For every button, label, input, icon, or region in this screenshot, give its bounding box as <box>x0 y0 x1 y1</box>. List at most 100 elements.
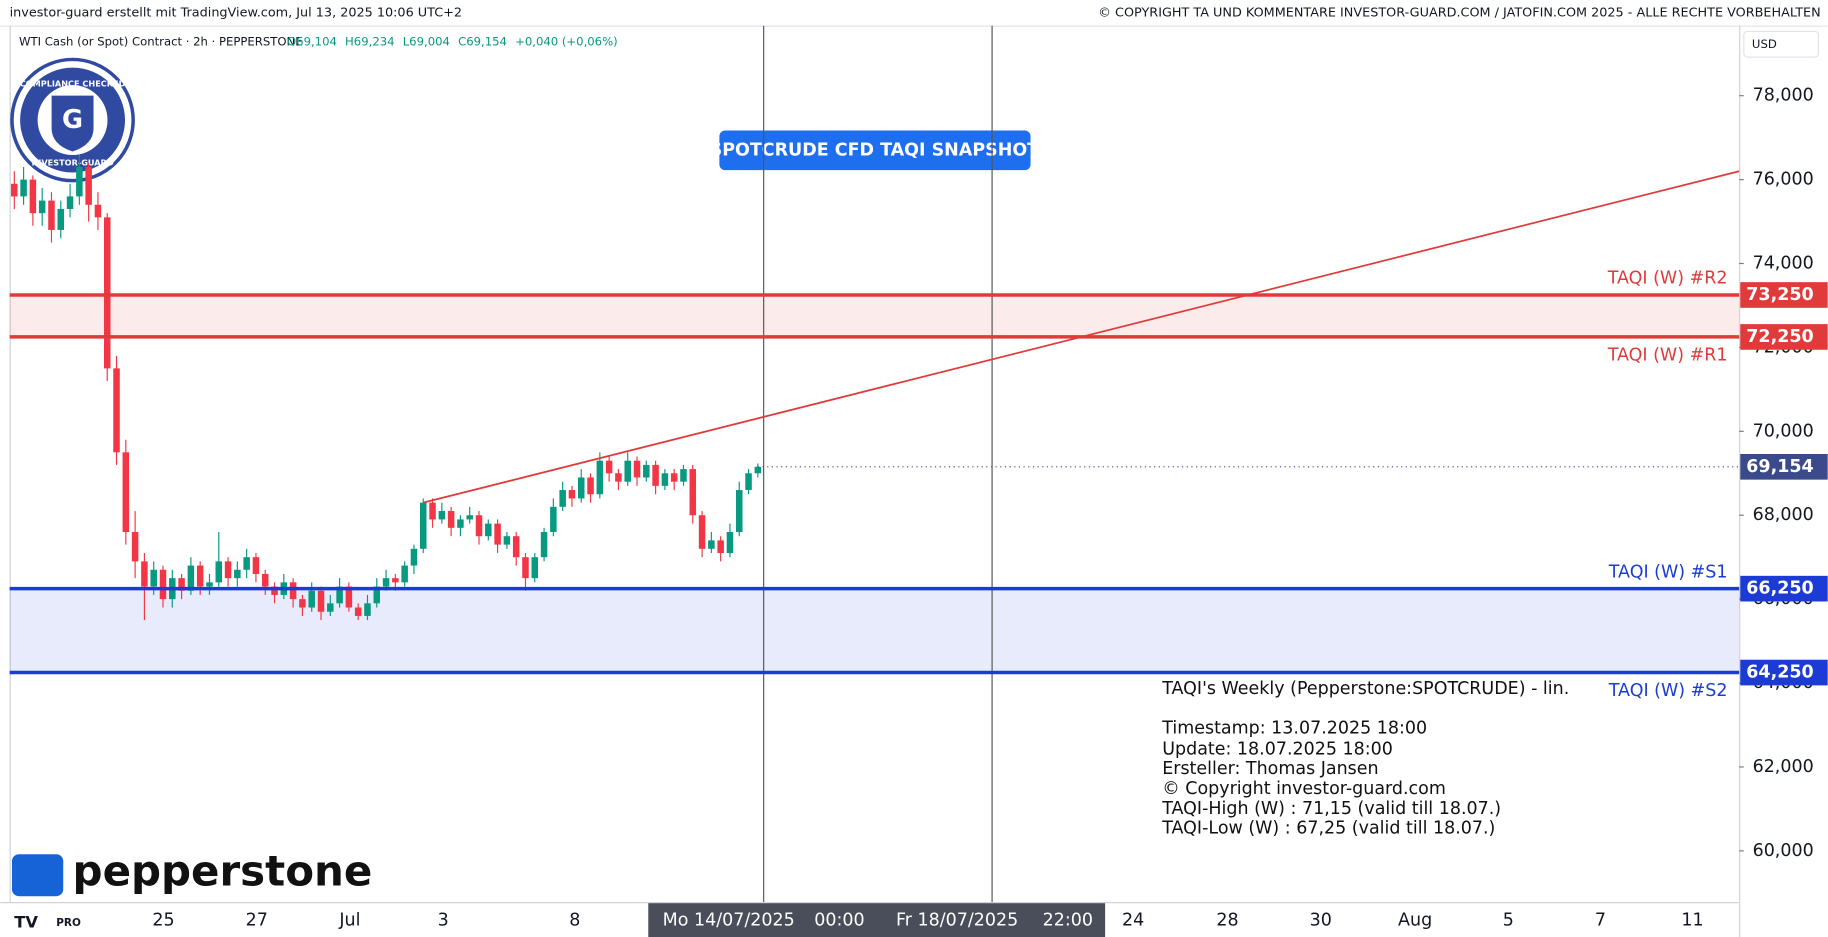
candle-body <box>522 557 529 579</box>
top-right-text: © COPYRIGHT TA UND KOMMENTARE INVESTOR-G… <box>1098 5 1821 20</box>
ohlc-value: H69,234 <box>345 34 394 48</box>
candle-body <box>717 540 724 553</box>
candle-body <box>633 460 641 478</box>
candle-body <box>429 502 436 520</box>
candle-body <box>559 490 566 507</box>
candle-body <box>354 607 362 616</box>
candle-body <box>178 578 185 591</box>
candle-body <box>726 532 734 553</box>
last-price-label: 69,154 <box>1746 457 1813 477</box>
y-tick-label: 74,000 <box>1753 254 1814 274</box>
candle-body <box>345 586 353 608</box>
candle-body <box>206 582 213 587</box>
candle-body <box>252 557 260 574</box>
candle-body <box>503 536 511 545</box>
candle-body <box>485 523 492 537</box>
candle-body <box>708 540 715 549</box>
candle-body <box>531 557 539 579</box>
last-price-box <box>1740 453 1828 480</box>
badge-top: COMPLIANCE CHECKED <box>20 78 126 88</box>
zone <box>9 294 1740 337</box>
chart-title: SPOTCRUDE CFD TAQI SNAPSHOT <box>710 140 1040 160</box>
candle-body <box>187 565 195 591</box>
candle-body <box>661 473 669 486</box>
currency: USD <box>1752 37 1777 51</box>
candle-body <box>754 466 762 474</box>
ohlc-value: O69,104 <box>287 34 337 48</box>
candle-body <box>85 167 92 205</box>
title-box: SPOTCRUDE CFD TAQI SNAPSHOT <box>710 130 1040 171</box>
x-tick-label: 7 <box>1595 911 1606 931</box>
candle-body <box>76 167 83 197</box>
candle-body <box>57 208 65 230</box>
candle-body <box>698 515 706 549</box>
candle-body <box>624 460 631 482</box>
candle-body <box>457 519 464 528</box>
x-tick-label: 24 <box>1122 911 1144 931</box>
candle-body <box>224 561 232 579</box>
candle-body <box>66 196 74 209</box>
level-label: TAQI (W) #S1 <box>1608 562 1728 582</box>
x-tick-label: 30 <box>1310 911 1332 931</box>
candle-body <box>364 603 371 616</box>
x-tick-label: 25 <box>152 911 174 931</box>
candle-body <box>652 464 659 486</box>
candle-body <box>215 561 223 583</box>
candle-body <box>605 460 613 474</box>
level-label: TAQI (W) #S2 <box>1608 681 1728 701</box>
candle-body <box>419 502 427 549</box>
candle-body <box>745 473 752 491</box>
info-line: Ersteller: Thomas Jansen <box>1162 759 1378 779</box>
top-left-text: investor-guard erstellt mit TradingView.… <box>10 5 462 20</box>
x-tick-label: 8 <box>569 911 580 931</box>
candle-body <box>113 368 120 453</box>
x-tick-label: 27 <box>246 911 268 931</box>
candle-body <box>159 569 167 600</box>
brand-icon <box>11 854 64 897</box>
badge-shield <box>51 95 94 152</box>
zone <box>9 588 1740 673</box>
candle-body <box>568 490 576 499</box>
level-price: 73,250 <box>1746 285 1813 305</box>
candle-body <box>643 464 650 478</box>
candle-body <box>447 511 455 528</box>
candle-body <box>122 452 130 533</box>
candle-body <box>494 523 501 545</box>
badge: COMPLIANCE CHECKED INVESTOR-GUARD G <box>10 57 135 183</box>
level-price-box <box>1740 324 1828 350</box>
candle-body <box>615 473 622 482</box>
candle-body <box>48 200 55 230</box>
marker-time: 22:00 <box>1043 911 1093 931</box>
x-tick-label: Aug <box>1398 911 1432 931</box>
candle-body <box>596 460 604 495</box>
y-tick-label: 70,000 <box>1753 421 1814 441</box>
info-line: TAQI-High (W) : 71,15 (valid till 18.07.… <box>1161 799 1501 819</box>
level-label: TAQI (W) #R2 <box>1607 269 1728 289</box>
candle-body <box>20 179 27 197</box>
brand-name: pepperstone <box>73 847 373 896</box>
candle-body <box>438 511 446 520</box>
x-tick-label: 5 <box>1503 911 1514 931</box>
level-price: 64,250 <box>1746 663 1813 683</box>
level-price-box <box>1740 282 1828 308</box>
candle-body <box>150 569 157 587</box>
candle-body <box>540 532 548 558</box>
candle-body <box>11 183 18 197</box>
trendline <box>423 170 1740 504</box>
tv-logo: TV <box>14 913 38 932</box>
info-line: TAQI-Low (W) : 67,25 (valid till 18.07.) <box>1161 819 1495 839</box>
candle-body <box>327 603 334 612</box>
candle-body <box>103 217 111 369</box>
badge-letter: G <box>62 105 83 135</box>
marker-date: Fr 18/07/2025 <box>896 911 1018 931</box>
candle-body <box>475 515 483 537</box>
candle-body <box>131 532 139 562</box>
candle-body <box>234 569 241 579</box>
candle-body <box>410 548 418 566</box>
candle-body <box>243 557 250 570</box>
y-tick-label: 62,000 <box>1753 757 1814 777</box>
candle-body <box>94 204 102 218</box>
candle-body <box>317 590 325 612</box>
